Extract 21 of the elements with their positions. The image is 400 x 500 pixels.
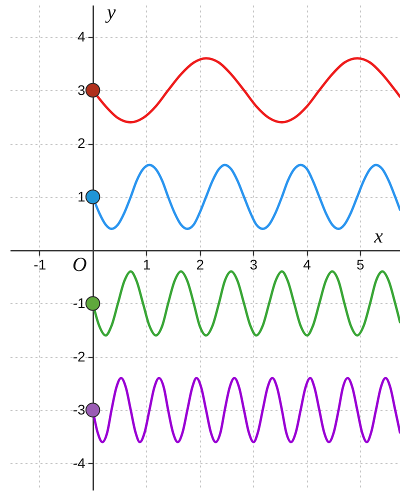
point (85, 296, 100, 311)
x-tick-label: 5 (356, 256, 365, 273)
x-tick-label: 2 (196, 256, 204, 273)
x-tick-label: -1 (34, 256, 46, 273)
y-tick-label: -4 (72, 454, 86, 471)
y-tick-label: 2 (78, 135, 86, 152)
y-tick-label: 4 (78, 28, 86, 44)
x-tick-label: 4 (303, 256, 312, 273)
y-tick-label: 3 (78, 82, 86, 98)
x-tick-label: 3 (250, 256, 258, 273)
point (85, 402, 100, 418)
y-tick-label: -2 (72, 348, 86, 364)
point (85, 189, 100, 204)
point (85, 82, 100, 98)
y-axis-title: y (104, 2, 116, 24)
x-axis-title: x (373, 226, 384, 248)
x-tick-label: 1 (142, 256, 151, 273)
annotation: O (72, 254, 87, 276)
y-tick-label: 1 (78, 188, 86, 204)
y-tick-label: -1 (72, 294, 86, 311)
y-tick-label: -3 (72, 402, 86, 418)
